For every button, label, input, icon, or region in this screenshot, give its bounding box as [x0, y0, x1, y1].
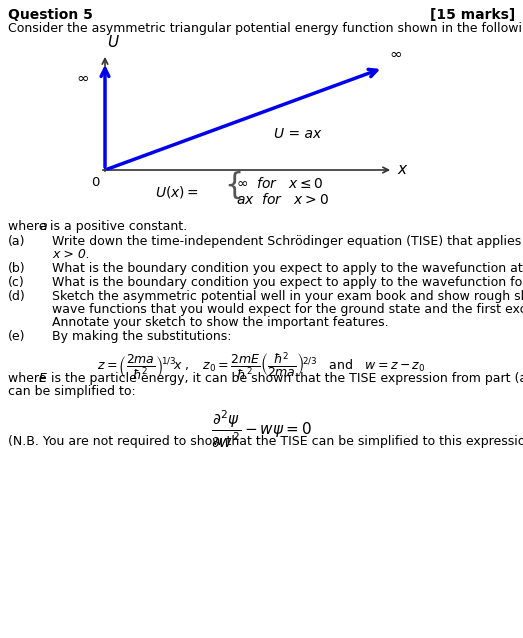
Text: Question 5: Question 5 — [8, 8, 93, 22]
Text: Write down the time-independent Schrödinger equation (TISE) that applies in the : Write down the time-independent Schrödin… — [52, 235, 523, 248]
Text: (N.B. You are not required to show that the TISE can be simplified to this expre: (N.B. You are not required to show that … — [8, 435, 523, 448]
Text: $ax$  $for$   $x > 0$: $ax$ $for$ $x > 0$ — [236, 193, 329, 207]
Text: (c): (c) — [8, 276, 25, 289]
Text: $\dfrac{\partial^2 \psi}{\partial w^2} - w\psi = 0$: $\dfrac{\partial^2 \psi}{\partial w^2} -… — [211, 409, 311, 450]
Text: wave functions that you would expect for the ground state and the first excited : wave functions that you would expect for… — [52, 303, 523, 316]
Text: $\infty$  $for$   $x \leq 0$: $\infty$ $for$ $x \leq 0$ — [236, 177, 324, 191]
Text: Sketch the asymmetric potential well in your exam book and show rough sketches o: Sketch the asymmetric potential well in … — [52, 290, 523, 303]
Text: where: where — [8, 372, 51, 385]
Text: $U(x) =$: $U(x) =$ — [155, 184, 199, 200]
Text: x > 0.: x > 0. — [52, 248, 90, 261]
Text: can be simplified to:: can be simplified to: — [8, 385, 136, 398]
Text: 0: 0 — [90, 176, 99, 189]
Text: (e): (e) — [8, 330, 26, 343]
Text: is a positive constant.: is a positive constant. — [46, 220, 187, 233]
Text: {: { — [224, 170, 243, 200]
Text: where: where — [8, 220, 51, 233]
Text: (a): (a) — [8, 235, 26, 248]
Text: ∞: ∞ — [76, 71, 89, 85]
Text: is the particle energy, it can be shown that the TISE expression from part (a): is the particle energy, it can be shown … — [47, 372, 523, 385]
Text: Annotate your sketch to show the important features.: Annotate your sketch to show the importa… — [52, 316, 389, 329]
Text: ∞: ∞ — [389, 47, 402, 61]
Text: U: U — [107, 35, 118, 50]
Text: U = ax: U = ax — [274, 127, 321, 141]
Text: E: E — [39, 372, 47, 385]
Text: (b): (b) — [8, 262, 26, 275]
Text: [15 marks]: [15 marks] — [430, 8, 515, 22]
Text: x: x — [397, 163, 406, 177]
Text: a: a — [39, 220, 47, 233]
Text: Consider the asymmetric triangular potential energy function shown in the follow: Consider the asymmetric triangular poten… — [8, 22, 523, 35]
Text: What is the boundary condition you expect to apply to the wavefunction at x = 0?: What is the boundary condition you expec… — [52, 262, 523, 275]
Text: (d): (d) — [8, 290, 26, 303]
Text: By making the substitutions:: By making the substitutions: — [52, 330, 232, 343]
Text: $z = \left(\dfrac{2ma}{\hbar^2}\right)^{\!1/3}\! x\;,\quad z_0 = \dfrac{2mE}{\hb: $z = \left(\dfrac{2ma}{\hbar^2}\right)^{… — [97, 350, 425, 382]
Text: What is the boundary condition you expect to apply to the wavefunction for x → ∞: What is the boundary condition you expec… — [52, 276, 523, 289]
